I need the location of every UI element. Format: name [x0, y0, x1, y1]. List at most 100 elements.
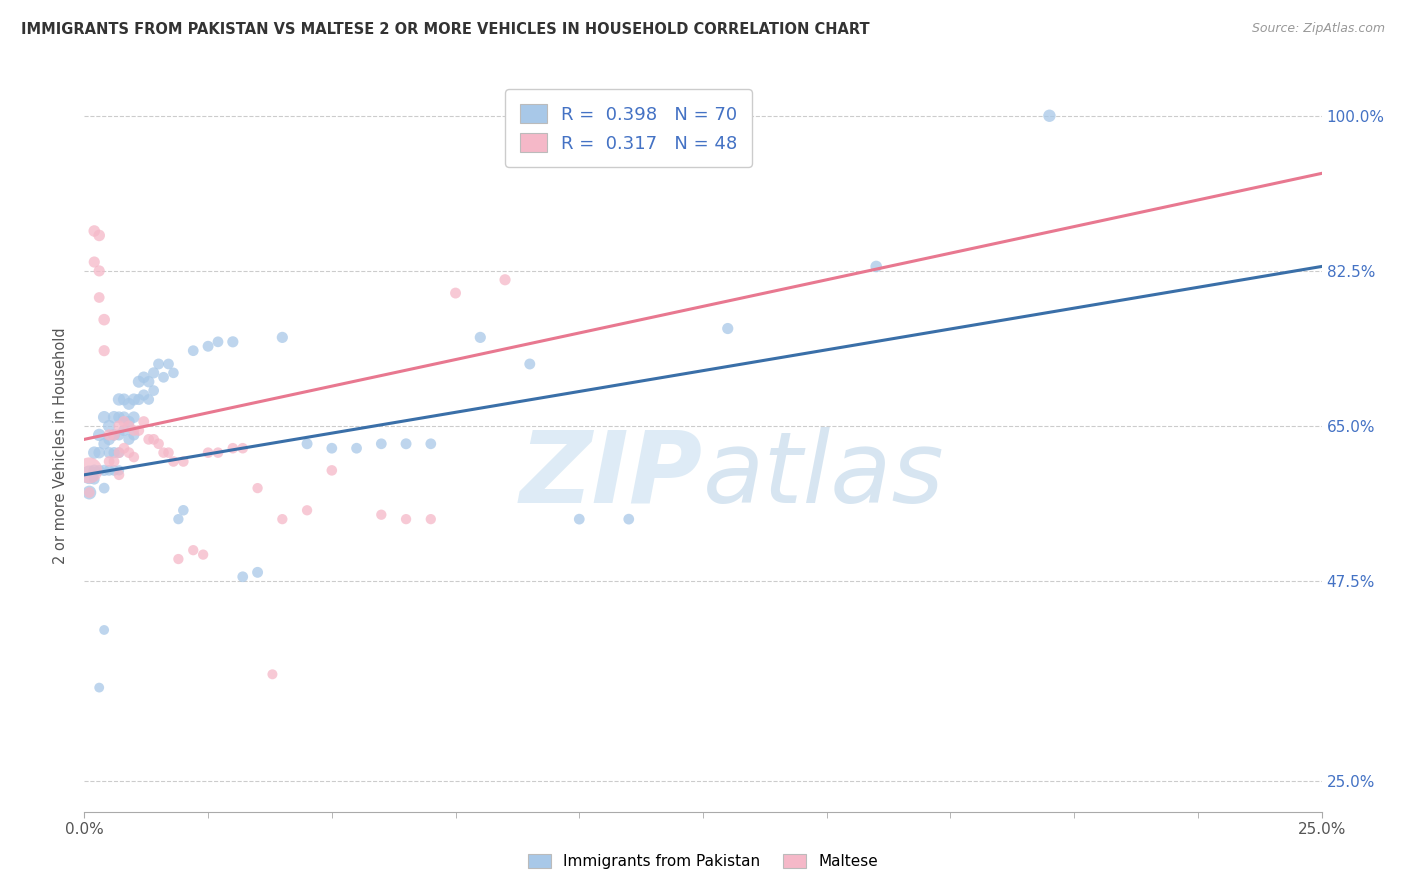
Point — [89, 428, 111, 442]
Point — [98, 454, 121, 468]
Point — [132, 415, 155, 429]
Point — [419, 437, 441, 451]
Point — [118, 419, 141, 434]
Point — [98, 463, 121, 477]
Point — [103, 428, 125, 442]
Point — [118, 445, 141, 459]
Point — [444, 286, 467, 301]
Point — [346, 441, 368, 455]
Point — [108, 428, 131, 442]
Legend: Immigrants from Pakistan, Maltese: Immigrants from Pakistan, Maltese — [522, 847, 884, 875]
Point — [83, 445, 105, 459]
Point — [89, 681, 111, 695]
Point — [395, 512, 418, 526]
Point — [207, 445, 229, 459]
Point — [181, 343, 204, 358]
Point — [83, 463, 105, 477]
Point — [93, 437, 115, 451]
Point — [103, 428, 125, 442]
Point — [108, 467, 131, 482]
Point — [93, 410, 115, 425]
Point — [118, 397, 141, 411]
Legend: R =  0.398   N = 70, R =  0.317   N = 48: R = 0.398 N = 70, R = 0.317 N = 48 — [505, 89, 752, 167]
Point — [108, 445, 131, 459]
Point — [122, 410, 145, 425]
Point — [865, 260, 887, 274]
Point — [93, 463, 115, 477]
Point — [108, 392, 131, 407]
Point — [103, 454, 125, 468]
Point — [197, 339, 219, 353]
Point — [138, 433, 160, 447]
Point — [138, 392, 160, 407]
Point — [89, 463, 111, 477]
Point — [494, 273, 516, 287]
Point — [167, 552, 190, 566]
Point — [232, 570, 254, 584]
Point — [83, 255, 105, 269]
Point — [262, 667, 284, 681]
Point — [112, 441, 135, 455]
Point — [122, 392, 145, 407]
Point — [568, 512, 591, 526]
Point — [295, 437, 318, 451]
Point — [197, 445, 219, 459]
Point — [89, 228, 111, 243]
Point — [108, 419, 131, 434]
Point — [108, 445, 131, 459]
Point — [370, 508, 392, 522]
Point — [128, 375, 150, 389]
Text: IMMIGRANTS FROM PAKISTAN VS MALTESE 2 OR MORE VEHICLES IN HOUSEHOLD CORRELATION : IMMIGRANTS FROM PAKISTAN VS MALTESE 2 OR… — [21, 22, 870, 37]
Point — [152, 370, 174, 384]
Point — [128, 424, 150, 438]
Point — [321, 441, 343, 455]
Point — [148, 437, 170, 451]
Point — [93, 312, 115, 326]
Point — [89, 264, 111, 278]
Point — [142, 384, 165, 398]
Point — [470, 330, 492, 344]
Point — [152, 445, 174, 459]
Point — [162, 366, 184, 380]
Point — [148, 357, 170, 371]
Point — [138, 375, 160, 389]
Point — [321, 463, 343, 477]
Point — [118, 415, 141, 429]
Text: atlas: atlas — [703, 426, 945, 524]
Point — [191, 548, 214, 562]
Point — [103, 463, 125, 477]
Point — [93, 481, 115, 495]
Point — [128, 392, 150, 407]
Point — [172, 503, 194, 517]
Point — [83, 472, 105, 486]
Point — [142, 433, 165, 447]
Point — [108, 410, 131, 425]
Point — [246, 566, 269, 580]
Point — [112, 424, 135, 438]
Point — [79, 485, 101, 500]
Point — [181, 543, 204, 558]
Point — [132, 370, 155, 384]
Point — [717, 321, 740, 335]
Point — [162, 454, 184, 468]
Point — [142, 366, 165, 380]
Point — [271, 512, 294, 526]
Point — [103, 445, 125, 459]
Point — [246, 481, 269, 495]
Point — [98, 428, 121, 442]
Point — [89, 291, 111, 305]
Point — [108, 463, 131, 477]
Point — [118, 433, 141, 447]
Point — [222, 334, 245, 349]
Point — [167, 512, 190, 526]
Point — [617, 512, 640, 526]
Point — [83, 224, 105, 238]
Point — [122, 450, 145, 464]
Text: ZIP: ZIP — [520, 426, 703, 524]
Point — [207, 334, 229, 349]
Point — [232, 441, 254, 455]
Point — [519, 357, 541, 371]
Point — [98, 419, 121, 434]
Point — [1038, 109, 1060, 123]
Text: Source: ZipAtlas.com: Source: ZipAtlas.com — [1251, 22, 1385, 36]
